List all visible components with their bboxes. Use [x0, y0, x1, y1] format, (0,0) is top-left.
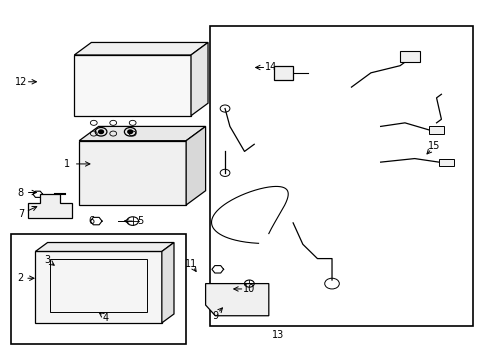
Text: 10: 10	[243, 284, 255, 294]
Text: 8: 8	[18, 188, 24, 198]
Polygon shape	[186, 126, 205, 205]
FancyBboxPatch shape	[273, 66, 292, 80]
Polygon shape	[79, 126, 205, 141]
Text: 4: 4	[102, 312, 109, 323]
Text: 15: 15	[427, 141, 439, 151]
Polygon shape	[162, 243, 174, 323]
Polygon shape	[28, 194, 72, 217]
Circle shape	[127, 130, 132, 134]
Text: 11: 11	[184, 259, 197, 269]
Text: 5: 5	[137, 216, 143, 226]
Polygon shape	[74, 42, 207, 55]
FancyBboxPatch shape	[438, 158, 453, 166]
Text: 13: 13	[272, 330, 284, 341]
Text: 2: 2	[18, 273, 24, 283]
Text: 12: 12	[15, 77, 27, 87]
Text: 14: 14	[264, 63, 277, 72]
Polygon shape	[191, 42, 207, 116]
FancyBboxPatch shape	[399, 51, 419, 62]
Text: 7: 7	[18, 209, 24, 219]
FancyBboxPatch shape	[74, 55, 191, 116]
FancyBboxPatch shape	[35, 251, 162, 323]
Text: 9: 9	[212, 311, 218, 321]
Polygon shape	[205, 284, 268, 316]
FancyBboxPatch shape	[428, 126, 443, 134]
Text: 3: 3	[44, 255, 51, 265]
Text: 6: 6	[88, 216, 94, 226]
Text: 1: 1	[64, 159, 70, 169]
Circle shape	[99, 130, 103, 134]
FancyBboxPatch shape	[79, 141, 186, 205]
Polygon shape	[35, 243, 174, 251]
